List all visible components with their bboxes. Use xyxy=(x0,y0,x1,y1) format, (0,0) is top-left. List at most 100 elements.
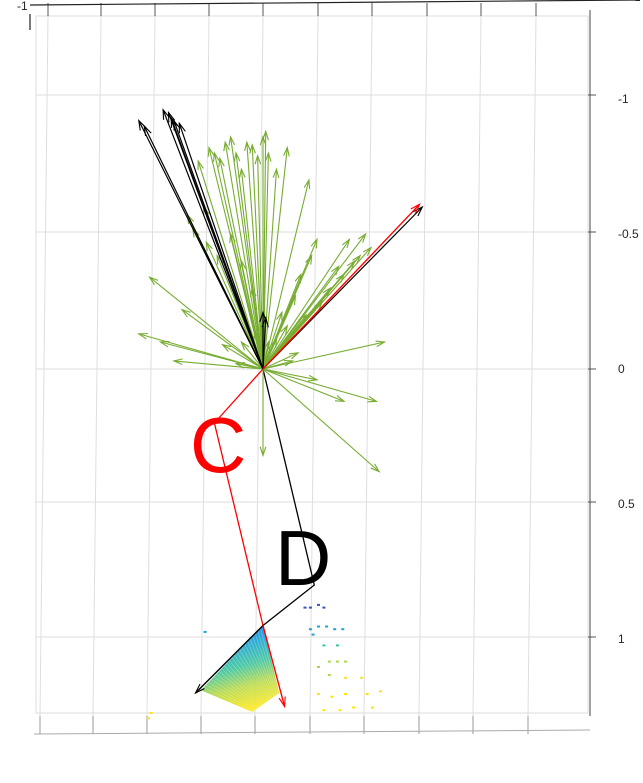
normal-arrowhead xyxy=(283,359,295,367)
cloud-point xyxy=(352,706,356,709)
point-cloud-stripe xyxy=(242,646,271,700)
normal-vector xyxy=(224,142,264,370)
normal-vector xyxy=(262,152,269,370)
axis-arrowhead-black xyxy=(178,121,186,134)
normal-vector xyxy=(254,331,264,370)
axis-vector-black xyxy=(143,125,264,370)
point-cloud-stripe xyxy=(254,633,277,696)
normal-vector xyxy=(262,368,377,402)
cloud-point xyxy=(344,660,347,663)
normal-arrowhead xyxy=(212,151,220,163)
cloud-point xyxy=(338,709,342,712)
cloud-point xyxy=(317,693,320,695)
cloud-point xyxy=(330,695,334,698)
normal-arrowhead xyxy=(310,237,318,249)
y-tick-label: 0.5 xyxy=(618,497,635,511)
normal-arrowhead xyxy=(375,340,387,348)
y-tick-label: -1 xyxy=(618,92,629,106)
normal-arrowhead xyxy=(280,324,289,335)
cloud-axis-red xyxy=(262,625,286,707)
y-tick-labels: -1 -0.5 0 0.5 1 xyxy=(618,92,639,646)
point-cloud-stripe xyxy=(223,665,263,706)
normal-vector xyxy=(262,274,302,370)
axis-arrowhead-black xyxy=(167,110,176,123)
normal-vector xyxy=(149,276,264,370)
cloud-point xyxy=(322,644,326,647)
point-cloud-stripe xyxy=(203,687,254,712)
corner-tick-label: -1 xyxy=(17,0,28,13)
point-cloud-stripe xyxy=(208,681,256,710)
cloud-point xyxy=(325,625,329,628)
point-cloud-stripe xyxy=(247,641,273,698)
normal-arrowhead xyxy=(303,178,311,190)
normal-vector xyxy=(262,239,350,370)
axis-arrowhead-black xyxy=(162,108,170,120)
cloud-axis-arrowhead xyxy=(194,683,205,695)
point-cloud-stripe xyxy=(260,628,279,694)
point-cloud-stripe xyxy=(211,679,257,710)
cloud-point xyxy=(317,666,320,668)
normal-arrowhead xyxy=(314,300,324,310)
normal-vector xyxy=(262,295,296,370)
grid-line-v xyxy=(472,15,482,717)
normal-arrowhead xyxy=(254,153,262,165)
axis-arrowhead-black xyxy=(173,118,181,131)
normal-vector xyxy=(262,147,288,370)
normal-vector xyxy=(181,309,264,370)
point-cloud-stripe xyxy=(218,671,261,707)
point-cloud-stripe xyxy=(216,673,260,708)
point-cloud-stripe xyxy=(249,638,274,698)
cloud-point xyxy=(303,606,307,609)
normal-arrowhead xyxy=(259,446,267,458)
y-tick-label: 1 xyxy=(618,632,625,646)
normal-vector xyxy=(257,155,264,370)
normal-arrowhead xyxy=(362,246,373,256)
normal-arrowhead xyxy=(240,340,250,351)
axis-arrowhead-black xyxy=(261,315,269,328)
axis-vector-black xyxy=(173,120,264,370)
point-cloud-patch xyxy=(200,625,280,712)
normal-arrowhead xyxy=(294,272,302,284)
cloud-point xyxy=(335,660,339,663)
cloud-point xyxy=(379,690,383,693)
cloud-point xyxy=(322,606,326,609)
axis-arrowhead-red xyxy=(410,203,421,214)
cloud-point xyxy=(327,674,331,677)
normal-vector xyxy=(235,363,264,370)
normal-arrowhead xyxy=(137,332,148,340)
normal-vector xyxy=(251,144,264,370)
normal-arrowhead xyxy=(283,145,290,157)
normal-vector xyxy=(262,368,345,402)
normal-arrowhead xyxy=(330,264,340,276)
cloud-point xyxy=(333,628,337,631)
normal-vector xyxy=(197,160,264,370)
normal-arrowhead xyxy=(272,167,280,179)
point-cloud-stripe xyxy=(221,668,262,706)
point-cloud-stripe xyxy=(252,636,275,697)
point-cloud-stripe xyxy=(257,630,278,695)
normal-arrowhead xyxy=(233,151,241,162)
cloud-point xyxy=(311,633,315,636)
point-cloud-stripe xyxy=(244,644,272,699)
normal-arrowhead xyxy=(223,140,230,152)
grid-line-v xyxy=(418,15,428,717)
cloud-point xyxy=(335,644,339,647)
normal-arrowhead xyxy=(370,463,381,473)
axis-vector-black xyxy=(178,123,264,370)
annotation-d: D xyxy=(275,514,331,602)
normal-arrowhead xyxy=(218,156,225,168)
grid-line-v xyxy=(363,15,373,717)
frames xyxy=(213,368,316,627)
normal-vectors xyxy=(137,129,387,473)
frame-c-outline xyxy=(213,368,264,626)
normal-vector xyxy=(240,341,264,370)
cloud-point xyxy=(360,676,364,679)
normal-arrowhead xyxy=(234,361,245,369)
normal-arrowhead xyxy=(172,358,183,365)
normal-arrowhead xyxy=(221,343,232,352)
grid xyxy=(29,0,641,735)
grid-line-v xyxy=(309,15,319,717)
normal-arrowhead xyxy=(249,143,256,154)
point-cloud-stripe xyxy=(239,649,270,701)
